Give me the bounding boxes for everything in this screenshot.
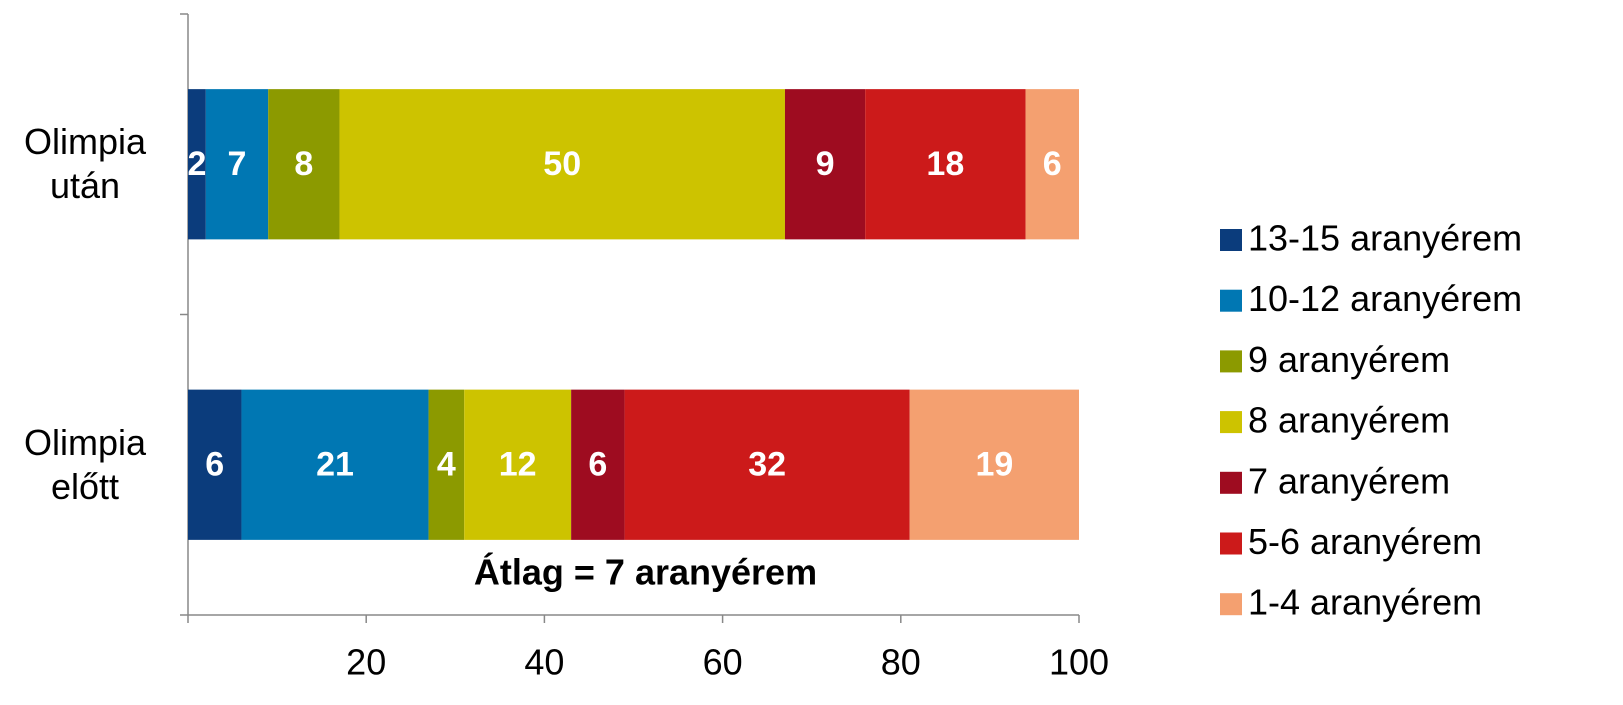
value-label: 6 [1043,145,1062,183]
category-label: Olimpia előtt [23,421,147,507]
legend-swatch [1220,593,1242,616]
legend-label: 10-12 aranyérem [1248,278,1522,319]
x-tick-label: 80 [881,642,921,683]
x-tick-label: 100 [1049,642,1109,683]
value-label: 2 [187,145,206,183]
value-label: 9 [816,145,835,183]
value-label: 6 [205,446,224,484]
x-tick-label: 60 [703,642,743,683]
bar-segment [205,89,269,240]
bar-segment [624,389,910,540]
legend-swatch [1220,289,1242,312]
legend-swatch [1220,532,1242,555]
annotation: Átlag = 7 aranyérem [474,552,817,593]
value-label: 32 [748,446,786,484]
value-label: 19 [975,446,1013,484]
bar-segment [1025,89,1079,240]
bar-segment [188,89,206,240]
legend-swatch [1220,350,1242,373]
legend-label: 9 aranyérem [1248,339,1450,380]
value-label: 4 [437,446,456,484]
bar-segment [865,89,1026,240]
legend-label: 8 aranyérem [1248,400,1450,441]
legend-label: 1-4 aranyérem [1248,582,1482,623]
legend-swatch [1220,229,1242,251]
bar-segment [784,89,866,240]
bar-segment [188,389,242,540]
legend-swatch [1220,471,1242,494]
legend-swatch [1220,411,1242,434]
value-label: 7 [228,145,247,183]
value-label: 8 [294,145,313,183]
bar-segment [241,389,429,540]
value-label: 6 [588,446,607,484]
bar-segment [464,389,572,540]
x-tick-label: 20 [346,642,386,683]
legend-label: 7 aranyérem [1248,460,1450,501]
bar-segment [909,389,1079,540]
bar-segment [571,389,625,540]
category-label: Olimpia után [23,121,147,207]
x-tick-label: 40 [524,642,564,683]
value-label: 50 [543,145,581,183]
legend-label: 5-6 aranyérem [1248,521,1482,562]
bar-segment [339,89,785,240]
value-label: 18 [926,145,964,183]
bar-segment [428,389,465,540]
legend-label: 13-15 aranyérem [1248,218,1522,259]
value-label: 12 [499,446,537,484]
bar-segment [268,89,340,240]
value-label: 21 [316,446,354,484]
